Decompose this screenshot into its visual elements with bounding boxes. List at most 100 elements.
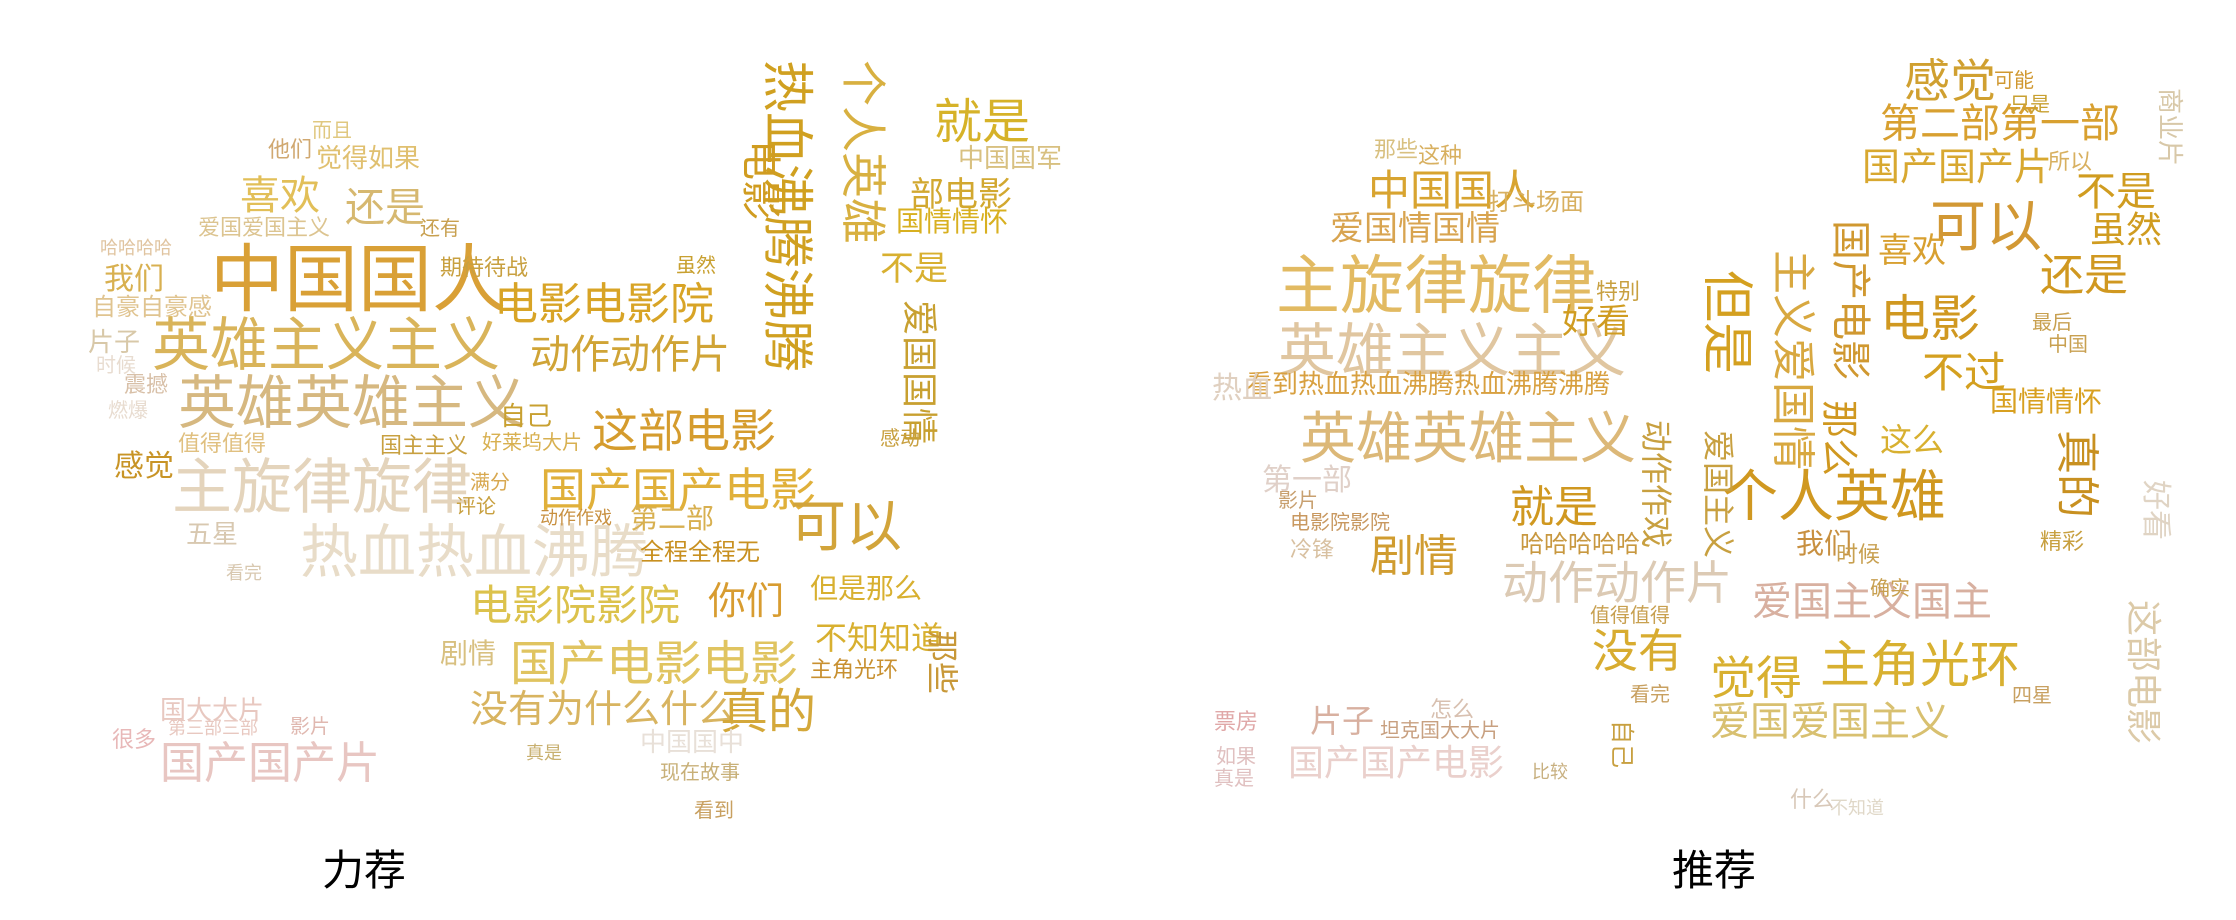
cloud-word: 爱国国情 — [898, 300, 939, 445]
cloud-word: 电影电影院 — [494, 279, 714, 330]
cloud-word: 国产电影电影 — [510, 636, 799, 692]
cloud-word: 五星 — [186, 520, 239, 550]
cloud-word: 什么 — [1790, 788, 1835, 813]
cloud-word: 看到热血热血沸腾热血沸腾沸腾 — [1246, 370, 1611, 400]
cloud-word: 我们 — [1796, 527, 1853, 560]
cloud-word: 如果 — [1216, 744, 1256, 768]
cloud-word: 四星 — [2012, 683, 2052, 707]
cloud-word: 精彩 — [2040, 530, 2085, 555]
cloud-word: 还是 — [345, 185, 425, 231]
cloud-word: 燃爆 — [108, 398, 148, 422]
cloud-word: 怎么 — [1430, 698, 1475, 723]
cloud-word: 英雄英雄主义 — [1300, 407, 1636, 472]
cloud-word: 好莱坞大片 — [482, 430, 582, 454]
cloud-word: 电影 — [1880, 290, 1980, 348]
cloud-word: 商业片 — [2154, 88, 2184, 167]
cloud-word: 国产电影 — [1827, 220, 1873, 380]
cloud-word: 可以 — [1930, 195, 2042, 260]
cloud-word: 那些 — [1374, 138, 1419, 163]
cloud-word: 不知道 — [1830, 798, 1884, 819]
cloud-word: 但是那么 — [810, 572, 923, 605]
cloud-word: 爱国主义 — [1699, 430, 1737, 559]
cloud-word: 影片 — [1278, 488, 1318, 512]
cloud-word: 电影 — [737, 140, 783, 220]
cloud-word: 时候 — [1836, 543, 1881, 568]
cloud-word: 国情情怀 — [896, 205, 1009, 238]
cloud-word: 现在故事 — [660, 760, 740, 784]
cloud-word: 影片 — [290, 714, 330, 738]
cloud-word: 不知知道 — [815, 619, 944, 657]
cloud-word: 不是 — [2076, 169, 2156, 215]
cloud-word: 看到 — [694, 798, 734, 822]
cloud-word: 主旋律旋律 — [172, 453, 472, 523]
cloud-word: 中国国军 — [958, 144, 1063, 174]
cloud-word: 国产国产电影 — [540, 463, 816, 517]
cloud-word: 确实 — [1870, 576, 1910, 600]
cloud-word: 那些 — [923, 630, 961, 695]
cloud-word: 自己 — [1608, 720, 1636, 768]
cloud-word: 中国国人 — [1368, 166, 1537, 215]
cloud-word: 不过 — [1922, 348, 2007, 397]
cloud-word: 哈哈哈哈 — [100, 238, 172, 259]
cloud-word: 冷锋 — [1290, 538, 1335, 563]
cloud-word: 没有 — [1592, 624, 1684, 678]
cloud-word: 最后 — [2032, 310, 2072, 334]
cloud-word: 坦克国大大片 — [1380, 718, 1500, 742]
cloud-word: 热血热血沸腾 — [300, 518, 649, 586]
cloud-word: 可能 — [1994, 68, 2034, 92]
cloud-word: 中国国中 — [640, 728, 745, 758]
cloud-word: 中国 — [2048, 332, 2088, 356]
cloud-word: 中国国人 — [210, 237, 506, 323]
cloud-word: 真的 — [720, 684, 817, 740]
cloud-word: 时候 — [96, 353, 136, 377]
cloud-word: 只是 — [2010, 92, 2050, 116]
word-cloud-panel-left: 中国国人 英雄主义主义 英雄英雄主义主旋律旋律 热血热血沸腾 喜欢 还是 觉得如果电影电影院… — [0, 0, 1118, 895]
cloud-word: 全程全程无 — [640, 538, 760, 566]
cloud-word: 还是 — [2040, 250, 2128, 301]
cloud-word: 还有 — [420, 216, 460, 240]
cloud-word: 票房 — [1214, 710, 1259, 735]
cloud-word: 震撼 — [124, 373, 169, 398]
cloud-word: 自豪自豪感 — [92, 293, 212, 321]
cloud-word: 好看 — [2138, 480, 2173, 540]
caption-left: 力荐 — [322, 846, 407, 895]
word-cloud-left: 中国国人 英雄主义主义 英雄英雄主义主旋律旋律 热血热血沸腾 喜欢 还是 觉得如果电影电影院… — [0, 0, 1118, 860]
cloud-word: 真是 — [526, 743, 562, 764]
cloud-word: 特别 — [1596, 280, 1641, 305]
cloud-word: 不是 — [880, 249, 948, 289]
cloud-word: 英雄主义主义 — [1278, 317, 1627, 385]
cloud-word: 片子 — [1310, 702, 1375, 740]
cloud-word: 英雄主义主义 — [152, 311, 501, 379]
cloud-word: 就是 — [1510, 482, 1598, 533]
cloud-word: 感觉 — [1904, 54, 1996, 108]
cloud-word: 国产国产片 — [160, 738, 380, 789]
cloud-word: 期待待战 — [440, 256, 529, 281]
cloud-word: 而且 — [312, 118, 352, 142]
cloud-word: 自己 — [500, 402, 553, 432]
cloud-word: 真的 — [2051, 430, 2102, 518]
cloud-word: 觉得如果 — [316, 144, 421, 174]
cloud-word: 动作动作片 — [1502, 556, 1732, 610]
cloud-word: 剧情 — [440, 637, 497, 670]
cloud-word: 打斗场面 — [1488, 188, 1584, 216]
cloud-word: 剧情 — [1370, 531, 1458, 582]
cloud-word: 电影院影院 — [1290, 510, 1390, 534]
cloud-word: 喜欢 — [240, 173, 320, 219]
cloud-word: 喜欢 — [1878, 231, 1946, 271]
cloud-word: 国大大片 — [160, 696, 265, 726]
cloud-word: 主旋律旋律 — [1276, 250, 1596, 324]
cloud-word: 那么 — [1817, 400, 1861, 477]
cloud-word: 动作动作片 — [530, 332, 730, 378]
cloud-word: 爱国爱国主义 — [1710, 699, 1950, 745]
cloud-word: 哈哈哈哈哈 — [1520, 530, 1640, 558]
cloud-word: 这部电影 — [592, 404, 776, 458]
cloud-word: 我们 — [104, 262, 164, 297]
cloud-word: 国主主义 — [380, 434, 469, 459]
cloud-word: 评论 — [456, 494, 496, 518]
cloud-word: 虽然 — [676, 253, 716, 277]
cloud-word: 比较 — [1532, 762, 1568, 783]
cloud-word: 满分 — [470, 470, 510, 494]
cloud-word: 没有为什么什么 — [470, 687, 737, 731]
cloud-word: 所以 — [2048, 150, 2093, 175]
cloud-word: 英雄英雄主义 — [178, 369, 527, 437]
